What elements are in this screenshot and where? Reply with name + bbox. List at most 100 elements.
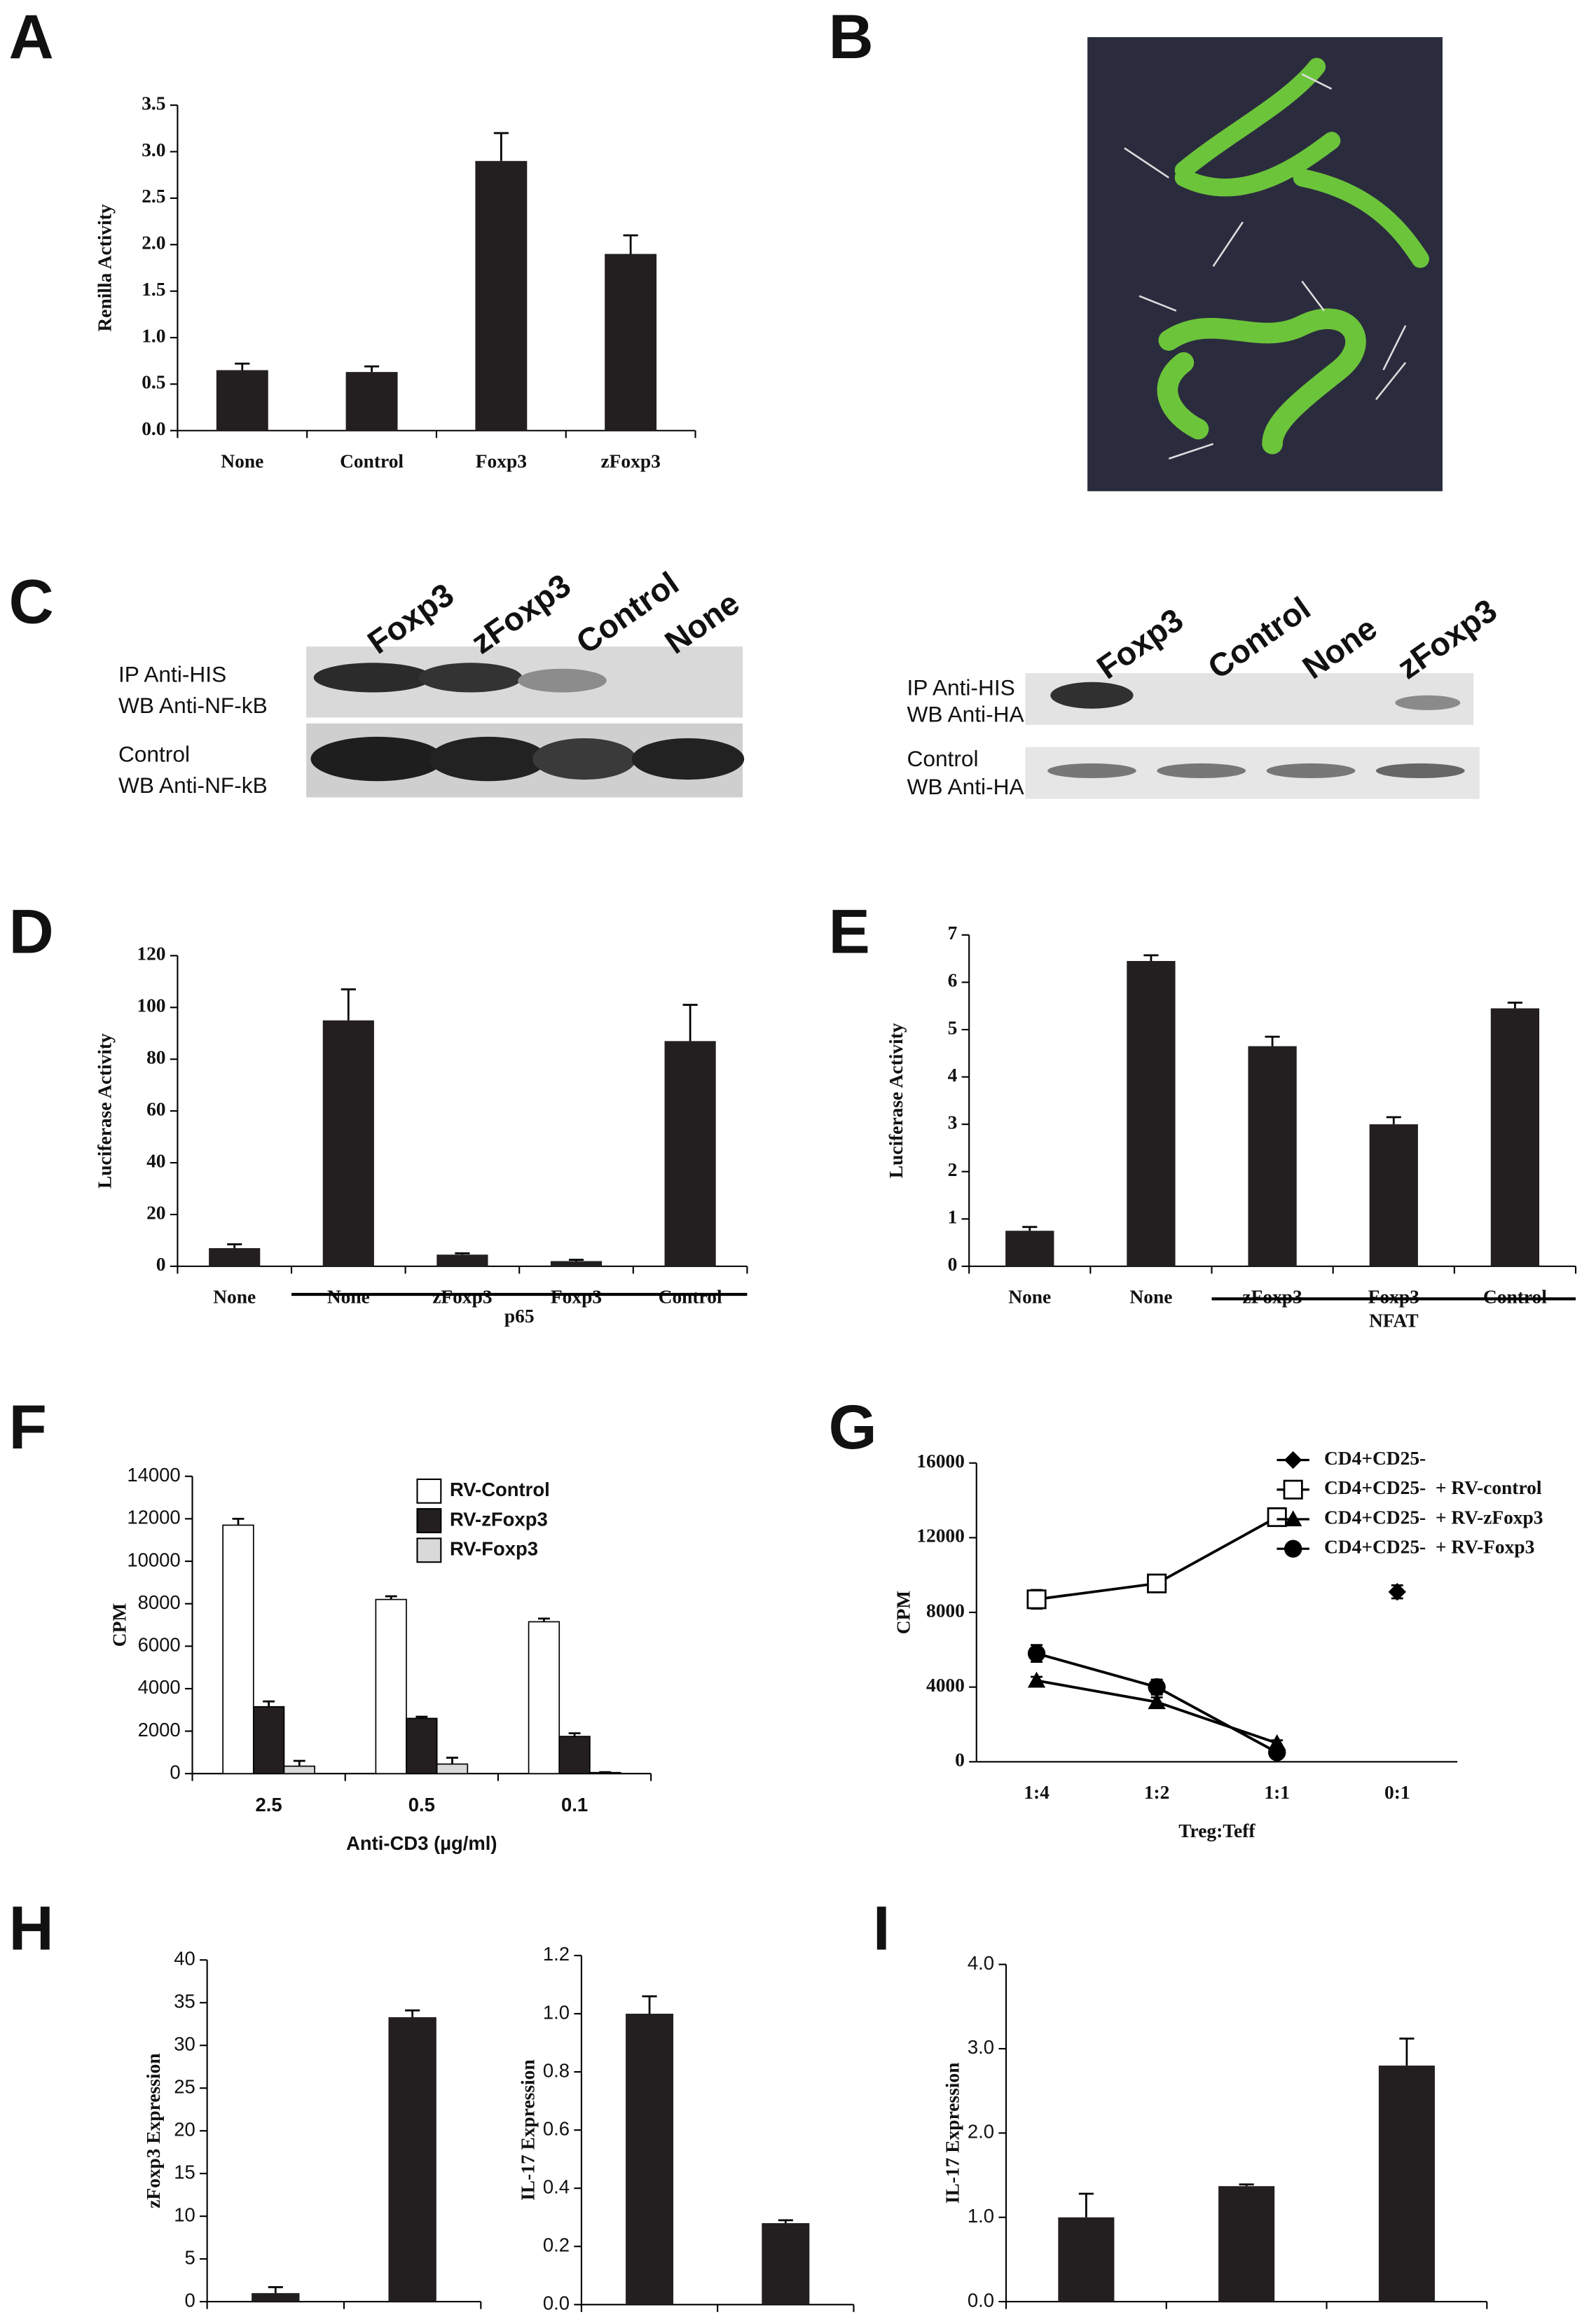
legend-label: CD4+CD25- + RV-Foxp3	[1324, 1537, 1534, 1558]
y-tick-label: 100	[137, 995, 165, 1016]
y-tick-label: 2	[948, 1159, 958, 1180]
legend-marker	[1284, 1510, 1302, 1527]
x-tick-label: zFoxp3	[600, 451, 660, 472]
y-tick-label: 80	[146, 1047, 165, 1068]
error-bar	[1507, 1002, 1522, 1009]
error-bar	[493, 132, 509, 161]
x-tick-label: 0:1	[1384, 1782, 1410, 1803]
bar	[626, 2014, 674, 2305]
legend-marker	[1284, 1540, 1302, 1558]
x-tick-label: Control	[1483, 1287, 1547, 1308]
error-bar	[682, 1004, 698, 1042]
x-tick-label: None	[1129, 1287, 1172, 1308]
y-tick-label: 4000	[138, 1676, 181, 1698]
bar	[252, 2292, 300, 2302]
error-bar	[1399, 2038, 1415, 2066]
y-axis-label: Luciferase Activity	[94, 1033, 115, 1189]
y-tick-label: 2000	[138, 1719, 181, 1741]
lane-label: Control	[570, 565, 685, 660]
y-tick-label: 0.6	[543, 2117, 570, 2139]
error-bar	[340, 988, 356, 1021]
bar	[605, 254, 657, 431]
legend-swatch	[416, 1478, 442, 1504]
bar	[1490, 1008, 1540, 1266]
bar	[762, 2223, 810, 2305]
bar	[388, 2017, 436, 2302]
error-bar	[568, 1732, 581, 1737]
bar	[222, 1524, 254, 1775]
marker	[1388, 1583, 1406, 1601]
bar	[664, 1041, 716, 1266]
y-tick-label: 0.2	[543, 2234, 570, 2256]
y-tick-label: 1.2	[543, 1943, 570, 1965]
y-tick-label: 15	[174, 2161, 195, 2183]
bar	[406, 1717, 438, 1775]
y-tick-label: 8000	[926, 1600, 965, 1621]
error-bar	[415, 1715, 428, 1719]
bar	[345, 372, 398, 431]
error-bar	[364, 365, 380, 373]
error-bar	[455, 1252, 470, 1255]
y-tick-label: 1.0	[543, 2001, 570, 2023]
panel-letter: D	[9, 897, 54, 966]
legend-label: RV-zFoxp3	[450, 1508, 548, 1530]
error-bar	[405, 2009, 420, 2017]
error-bar	[599, 1771, 612, 1773]
bar	[550, 1261, 603, 1266]
lane-label: zFoxp3	[1391, 592, 1504, 686]
blot-row-label: IP Anti-HIS	[907, 675, 1014, 700]
x-tick-label: Control	[659, 1287, 722, 1308]
x-tick-label: Mo-Control	[1195, 2323, 1298, 2324]
y-tick-label: 5	[184, 2246, 195, 2268]
protein-structure	[1087, 37, 1443, 492]
y-tick-label: 0.0	[543, 2292, 570, 2314]
x-tick-label: None	[213, 1287, 256, 1308]
x-tick-label: None	[1008, 1287, 1051, 1308]
y-tick-label: 5	[948, 1017, 958, 1038]
panel-letter: I	[873, 1894, 890, 1963]
error-bar	[263, 1700, 275, 1707]
y-tick-label: 2.5	[142, 186, 165, 207]
y-tick-label: 20	[146, 1202, 165, 1223]
y-tick-label: 4.0	[968, 1952, 994, 1974]
y-tick-label: 0.4	[543, 2176, 570, 2197]
x-axis-label: Anti-CD3 (µg/ml)	[346, 1832, 497, 1854]
y-tick-label: 0	[156, 1254, 166, 1275]
x-tick-label: None	[1062, 2323, 1110, 2324]
bar	[252, 1706, 285, 1775]
y-tick-label: 14000	[127, 1464, 180, 1486]
error-bar	[232, 1517, 245, 1526]
blot-row-label: Control	[907, 746, 978, 771]
blot-row-label: WB Anti-NF-kB	[118, 773, 268, 798]
marker	[1148, 1693, 1166, 1710]
y-axis-label: CPM	[109, 1603, 130, 1647]
error-bar	[235, 362, 250, 371]
error-bar	[268, 2285, 283, 2293]
error-bar	[537, 1617, 550, 1622]
y-tick-label: 3.0	[968, 2036, 994, 2058]
y-tick-label: 6	[948, 970, 958, 991]
bar	[283, 1765, 315, 1775]
y-axis-label: IL-17 Expression	[517, 2059, 538, 2201]
group-label: NFAT	[1369, 1310, 1419, 1331]
bar	[1378, 2066, 1435, 2302]
error-bar	[293, 1759, 305, 1766]
x-tick-label: zFoxp3	[379, 2323, 446, 2324]
y-tick-label: 12000	[916, 1526, 965, 1547]
error-bar	[1239, 2183, 1254, 2187]
marker	[1268, 1743, 1286, 1762]
legend-marker	[1283, 1479, 1303, 1500]
y-tick-label: 16000	[916, 1451, 965, 1472]
legend-marker	[1284, 1451, 1302, 1469]
panel-letter: A	[9, 2, 54, 71]
bar	[558, 1736, 591, 1775]
y-axis-label: Luciferase Activity	[886, 1023, 907, 1178]
panel-letter: E	[829, 897, 870, 966]
error-bar	[642, 1995, 657, 2014]
error-bar	[227, 1243, 242, 1249]
x-tick-label: None	[327, 1287, 370, 1308]
x-tick-label: 0.1	[561, 1794, 588, 1815]
y-tick-label: 40	[174, 1948, 195, 1970]
panel-letter: G	[829, 1392, 877, 1462]
blot-images	[306, 646, 1480, 799]
